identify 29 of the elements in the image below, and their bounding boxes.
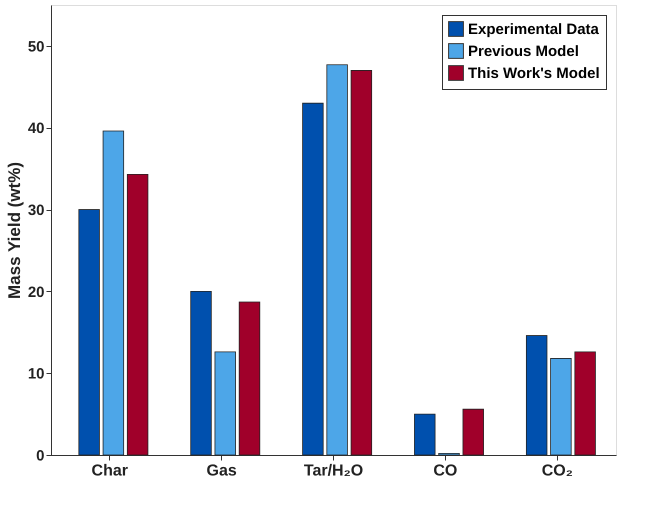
legend-label: Experimental Data — [468, 21, 600, 38]
bar — [102, 130, 124, 456]
bar — [214, 352, 236, 456]
x-tick-label: CO — [433, 462, 458, 480]
x-tick-label: CO₂ — [542, 462, 573, 480]
bar — [550, 358, 572, 456]
bar — [126, 174, 148, 456]
legend-label: This Work's Model — [468, 65, 600, 82]
bar — [302, 102, 324, 456]
bar — [462, 408, 484, 456]
y-axis-title: Mass Yield (wt%) — [4, 162, 24, 299]
bar — [238, 302, 260, 456]
bar — [526, 335, 548, 456]
bar — [78, 209, 100, 456]
y-tick-label: 30 — [28, 202, 44, 220]
bar — [350, 70, 372, 456]
x-tick-label: Char — [92, 462, 128, 480]
x-tick-label: Tar/H₂O — [304, 462, 364, 480]
y-tick-label: 20 — [28, 284, 44, 301]
legend-label: Previous Model — [468, 43, 579, 60]
y-tick-label: 50 — [28, 38, 44, 56]
bar — [326, 64, 348, 456]
y-tick-label: 40 — [28, 120, 44, 138]
y-tick-label: 0 — [36, 448, 44, 464]
bar — [190, 290, 212, 456]
x-tick-label: Gas — [206, 462, 237, 480]
y-tick-label: 10 — [28, 366, 44, 383]
bar — [574, 352, 596, 456]
bar — [414, 414, 436, 456]
